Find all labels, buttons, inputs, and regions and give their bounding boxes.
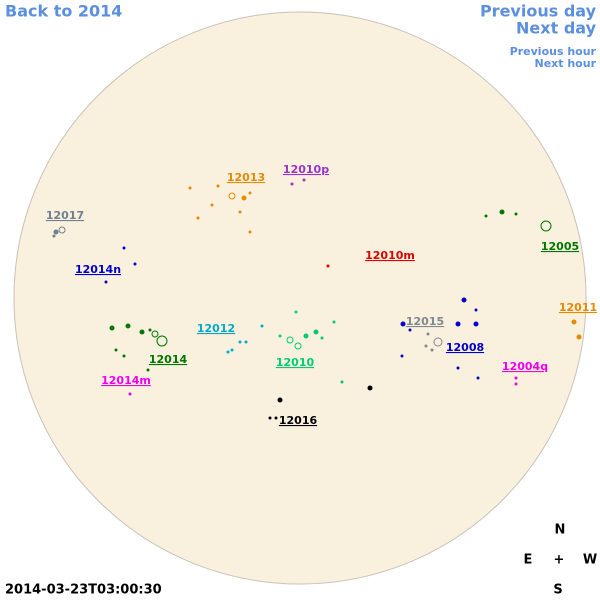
region-label[interactable]: 12011: [559, 301, 597, 314]
spot: [576, 334, 582, 340]
region-label[interactable]: 12008: [446, 341, 484, 354]
previous-day-link[interactable]: Previous day: [480, 2, 597, 21]
spot: [476, 376, 480, 380]
spot: [514, 212, 518, 216]
spot: [244, 340, 248, 344]
spot: [230, 348, 234, 352]
spot: [571, 319, 577, 325]
spot: [248, 230, 252, 234]
spot: [455, 321, 461, 327]
spot: [109, 325, 115, 331]
spot: [238, 340, 242, 344]
spot: [241, 195, 247, 201]
spot: [114, 348, 118, 352]
region-label[interactable]: 12013: [227, 171, 265, 184]
region-label[interactable]: 12014n: [75, 263, 121, 276]
spot: [294, 342, 302, 350]
spot: [290, 182, 294, 186]
spot: [188, 186, 192, 190]
spot: [139, 329, 145, 335]
spot: [499, 209, 505, 215]
previous-hour-link[interactable]: Previous hour: [510, 45, 597, 58]
spot: [122, 354, 126, 358]
spot: [456, 366, 460, 370]
spot: [248, 191, 252, 195]
compass-south: S: [553, 583, 562, 598]
spot: [540, 220, 552, 232]
spot: [53, 229, 59, 235]
region-label[interactable]: 12012: [197, 322, 235, 335]
spot: [268, 416, 272, 420]
spot: [514, 382, 518, 386]
solar-disk: [13, 11, 587, 585]
compass-center: +: [554, 553, 565, 568]
spot: [400, 354, 404, 358]
region-label[interactable]: 12010m: [365, 249, 415, 262]
spot: [400, 321, 406, 327]
region-label[interactable]: 12010: [276, 356, 315, 369]
spot: [294, 310, 298, 314]
next-hour-link[interactable]: Next hour: [535, 57, 597, 70]
spot: [473, 321, 479, 327]
spot: [326, 264, 330, 268]
spot: [514, 376, 518, 380]
compass-west: W: [583, 553, 597, 568]
spot: [340, 380, 344, 384]
spot: [484, 214, 488, 218]
spot: [426, 332, 430, 336]
spot: [433, 337, 443, 347]
spot: [104, 280, 108, 284]
spot: [274, 416, 278, 420]
next-day-link[interactable]: Next day: [516, 19, 597, 38]
spot: [52, 234, 56, 238]
spot: [461, 297, 467, 303]
spot: [408, 328, 412, 332]
spot: [128, 392, 132, 396]
spot: [320, 336, 324, 340]
spot: [302, 178, 306, 182]
region-label[interactable]: 12015: [406, 315, 444, 328]
region-label[interactable]: 12014m: [101, 374, 151, 387]
spot: [226, 350, 230, 354]
spot: [424, 344, 428, 348]
spot: [146, 368, 150, 372]
spot: [286, 336, 294, 344]
region-label[interactable]: 12004q: [502, 360, 548, 373]
spot: [216, 184, 220, 188]
spot: [238, 210, 242, 214]
spot: [148, 328, 152, 332]
spot: [210, 203, 214, 207]
back-link[interactable]: Back to 2014: [5, 2, 122, 21]
timestamp: 2014-03-23T03:00:30: [5, 583, 162, 598]
spot: [122, 246, 126, 250]
spot: [260, 324, 264, 328]
compass-east: E: [524, 553, 533, 568]
spot: [156, 335, 168, 347]
spot: [332, 320, 336, 324]
spot: [313, 329, 319, 335]
spot: [278, 334, 282, 338]
region-label[interactable]: 12005: [541, 240, 579, 253]
spot: [430, 348, 434, 352]
spot: [58, 226, 66, 234]
region-label[interactable]: 12010p: [283, 163, 329, 176]
spot: [151, 330, 159, 338]
spot: [474, 308, 478, 312]
spot: [277, 397, 283, 403]
spot: [125, 323, 131, 329]
spot: [133, 262, 137, 266]
spot: [367, 385, 373, 391]
compass-north: N: [555, 523, 566, 538]
spot: [196, 216, 200, 220]
region-label[interactable]: 12017: [46, 209, 84, 222]
region-label[interactable]: 12016: [279, 414, 318, 427]
spot: [303, 333, 309, 339]
region-label[interactable]: 12014: [149, 353, 188, 366]
spot: [228, 192, 236, 200]
